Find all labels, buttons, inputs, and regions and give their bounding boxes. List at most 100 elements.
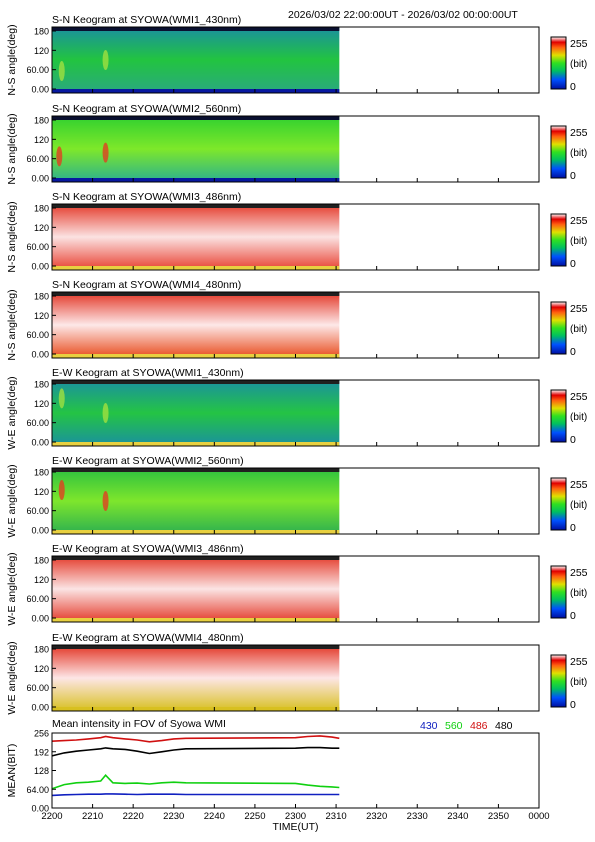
keogram-edge-bottom (52, 707, 340, 711)
keogram-edge-top (52, 645, 340, 649)
series-line-430 (51, 793, 340, 797)
y-axis-label: N-S angle(deg) (6, 289, 18, 360)
colorbar-min-label: 0 (570, 81, 576, 93)
y-tick-label: 0.00 (31, 174, 49, 184)
y-axis-label: W-E angle(deg) (6, 552, 18, 625)
y-axis-label: N-S angle(deg) (6, 24, 18, 95)
keogram-edge-top (52, 204, 340, 208)
y-tick-label: 192 (34, 747, 49, 757)
time-range-header: 2026/03/02 22:00:00UT - 2026/03/02 00:00… (288, 9, 518, 21)
y-tick-label: 0.00 (31, 438, 49, 448)
x-tick-label: 0000 (528, 811, 549, 822)
colorbar-min-label: 0 (570, 522, 576, 534)
legend-entry: 560 (445, 720, 463, 732)
x-tick-label: 2250 (244, 811, 265, 822)
panel-title: S-N Keogram at SYOWA(WMI4_480nm) (52, 279, 241, 291)
x-tick-label: 2350 (488, 811, 509, 822)
y-tick-label: 0.00 (31, 703, 49, 713)
keogram-edge-bottom (52, 89, 340, 93)
keogram-edge-bottom (52, 618, 340, 622)
colorbar (550, 565, 567, 619)
x-tick-label: 2220 (123, 811, 144, 822)
y-axis-label: W-E angle(deg) (6, 464, 18, 537)
x-tick-label: 2320 (366, 811, 387, 822)
x-tick-label: 2200 (41, 811, 62, 822)
keogram-image (52, 204, 340, 270)
y-tick-label: 60.00 (26, 418, 49, 428)
colorbar-unit-label: (bit) (570, 500, 587, 511)
colorbar (550, 213, 567, 267)
y-tick-label: 120 (34, 46, 49, 56)
x-tick-label: 2240 (204, 811, 225, 822)
y-tick-label: 180 (34, 380, 49, 390)
aurora-feature (102, 142, 109, 163)
x-tick-label: 2340 (447, 811, 468, 822)
y-tick-label: 0.00 (31, 85, 49, 95)
keogram-panel: S-N Keogram at SYOWA(WMI3_486nm)180 120 60… (6, 191, 588, 273)
keogram-image (52, 380, 340, 446)
colorbar-min-label: 0 (570, 699, 576, 711)
y-tick-label: 128 (34, 766, 49, 776)
panel-title: E-W Keogram at SYOWA(WMI2_560nm) (52, 455, 244, 467)
colorbar-unit-label: (bit) (570, 677, 587, 688)
colorbar-min-label: 0 (570, 170, 576, 182)
keogram-image (52, 468, 340, 534)
colorbar-unit-label: (bit) (570, 412, 587, 423)
panel-title: E-W Keogram at SYOWA(WMI4_480nm) (52, 632, 244, 644)
y-tick-label: 120 (34, 399, 49, 409)
keogram-edge-top (52, 27, 340, 31)
colorbar-max-label: 255 (570, 391, 588, 403)
keogram-panel: E-W Keogram at SYOWA(WMI4_480nm)180 120 60… (6, 632, 588, 715)
line-chart-title: Mean intensity in FOV of Syowa WMI (52, 718, 226, 730)
y-tick-label: 64.00 (26, 785, 49, 795)
keogram-edge-bottom (52, 354, 340, 358)
keogram-image (52, 27, 340, 93)
y-tick-label: 180 (34, 27, 49, 37)
y-tick-label: 120 (34, 487, 49, 497)
colorbar-unit-label: (bit) (570, 588, 587, 599)
y-tick-label: 180 (34, 556, 49, 566)
keogram-panel: E-W Keogram at SYOWA(WMI1_430nm)180 120 60… (6, 367, 588, 450)
x-tick-label: 2330 (407, 811, 428, 822)
keogram-edge-bottom (52, 266, 340, 270)
y-tick-label: 60.00 (26, 154, 49, 164)
keogram-edge-bottom (52, 178, 340, 182)
y-tick-label: 0.00 (31, 350, 49, 360)
y-tick-label: 180 (34, 204, 49, 214)
y-tick-label: 60.00 (26, 330, 49, 340)
colorbar-min-label: 0 (570, 258, 576, 270)
aurora-feature (56, 146, 63, 167)
keogram-panel: S-N Keogram at SYOWA(WMI4_480nm)180 120 60… (6, 279, 588, 361)
aurora-feature (102, 50, 109, 70)
y-tick-label: 60.00 (26, 683, 49, 693)
colorbar (550, 125, 567, 179)
keogram-panel: E-W Keogram at SYOWA(WMI2_560nm)180 120 60… (6, 455, 588, 538)
mean-intensity-panel: Mean intensity in FOV of Syowa WMI 430 560… (6, 718, 550, 833)
aurora-feature (58, 388, 65, 409)
keogram-edge-top (52, 292, 340, 296)
colorbar (550, 301, 567, 355)
x-tick-label: 2310 (326, 811, 347, 822)
aurora-feature (58, 61, 65, 81)
colorbar-min-label: 0 (570, 346, 576, 358)
colorbar-unit-label: (bit) (570, 324, 587, 335)
y-tick-label: 60.00 (26, 594, 49, 604)
y-tick-label: 120 (34, 575, 49, 585)
y-tick-label: 120 (34, 223, 49, 233)
keogram-edge-bottom (52, 530, 340, 534)
colorbar (550, 36, 567, 90)
keogram-panel: E-W Keogram at SYOWA(WMI3_486nm)180 120 60… (6, 543, 588, 626)
series-line-560 (51, 774, 340, 790)
colorbar-unit-label: (bit) (570, 236, 587, 247)
legend-entry: 430 (420, 720, 438, 732)
keogram-panel: S-N Keogram at SYOWA(WMI1_430nm)180 120 60… (6, 14, 588, 96)
y-tick-label: 256 (34, 729, 49, 739)
panel-title: E-W Keogram at SYOWA(WMI3_486nm) (52, 543, 244, 555)
colorbar-max-label: 255 (570, 303, 588, 315)
colorbar-max-label: 255 (570, 38, 588, 50)
series-line-480 (51, 746, 340, 757)
panel-title: S-N Keogram at SYOWA(WMI1_430nm) (52, 14, 241, 26)
keogram-edge-bottom (52, 442, 340, 446)
keogram-image (52, 116, 340, 182)
panel-title: S-N Keogram at SYOWA(WMI3_486nm) (52, 191, 241, 203)
